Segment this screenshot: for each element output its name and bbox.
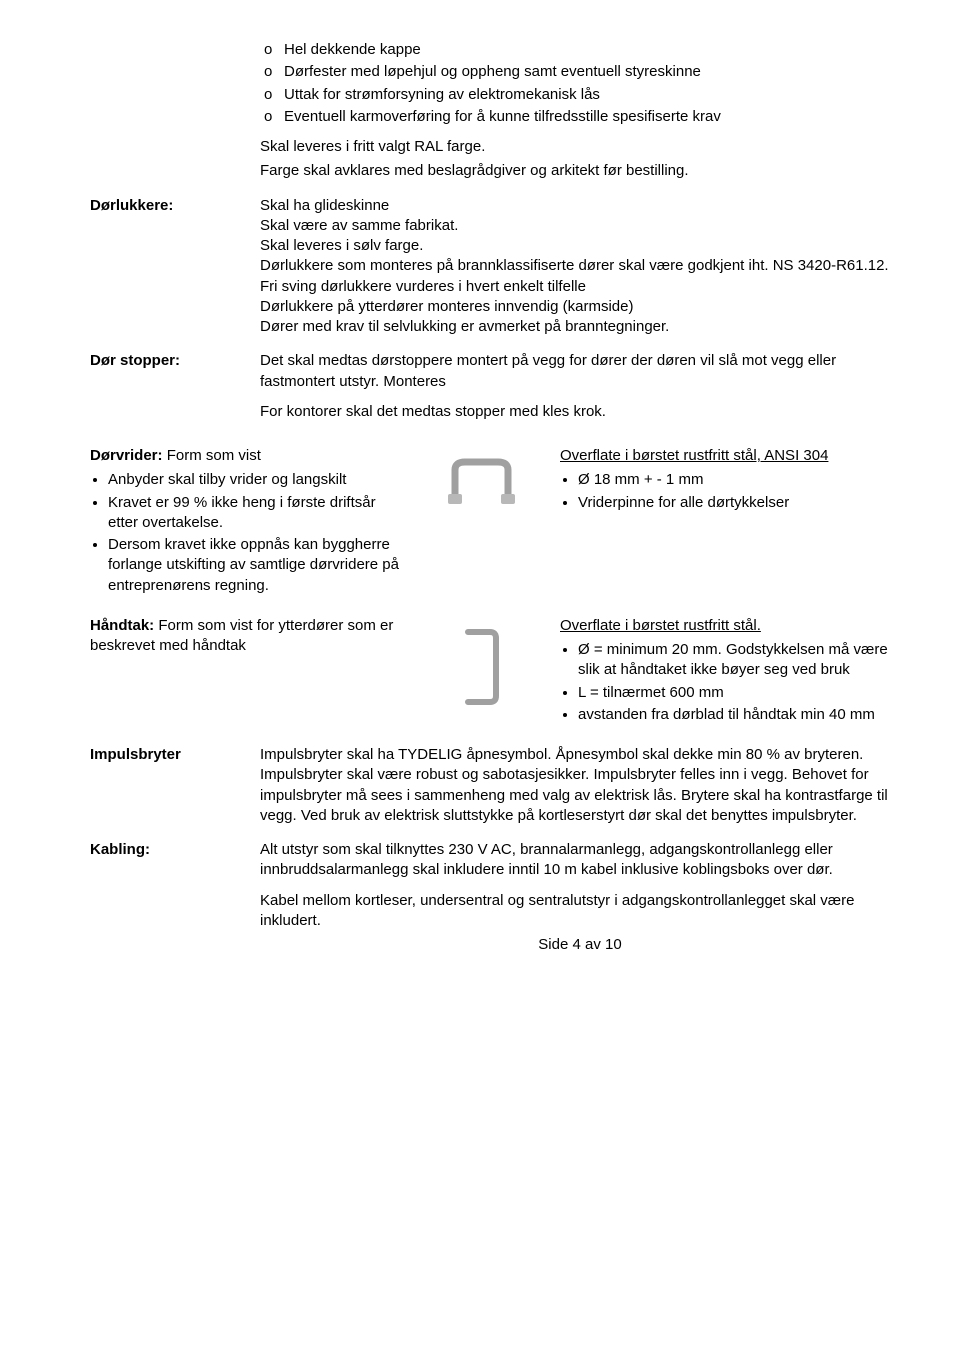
dorvrider-left: Dørvrider: Form som vist Anbyder skal ti… xyxy=(90,446,400,598)
dorlukkere-content: Skal ha glideskinne Skal være av samme f… xyxy=(260,196,900,338)
dorlukkere-block: Dørlukkere: Skal ha glideskinne Skal vær… xyxy=(90,196,900,338)
handtak-block: Håndtak: Form som vist for ytterdører so… xyxy=(90,616,900,727)
dorvrider-title-prefix: Dørvrider: xyxy=(90,447,163,464)
dorlukkere-line: Dørlukkere som monteres på brannklassifi… xyxy=(260,256,900,276)
dorvrider-image xyxy=(420,446,540,598)
handtak-title-prefix: Håndtak: xyxy=(90,617,154,634)
dorlukkere-line: Skal ha glideskinne xyxy=(260,196,900,216)
dorstopper-p2: For kontorer skal det medtas stopper med… xyxy=(260,402,900,422)
top-list-item: Eventuell karmoverføring for å kunne til… xyxy=(260,107,900,127)
dorlukkere-line: Fri sving dørlukkere vurderes i hvert en… xyxy=(260,277,900,297)
dorstopper-content: Det skal medtas dørstoppere montert på v… xyxy=(260,351,900,432)
handtak-right: Overflate i børstet rustfritt stål. Ø = … xyxy=(560,616,900,727)
kabling-block: Kabling: Alt utstyr som skal tilknyttes … xyxy=(90,840,900,955)
top-block: Hel dekkende kappe Dørfester med løpehju… xyxy=(90,40,900,182)
pull-handle-icon xyxy=(450,622,510,712)
impulsbryter-text: Impulsbryter skal ha TYDELIG åpnesymbol.… xyxy=(260,745,900,826)
impulsbryter-block: Impulsbryter Impulsbryter skal ha TYDELI… xyxy=(90,745,900,826)
impulsbryter-label: Impulsbryter xyxy=(90,745,260,826)
top-list-item: Dørfester med løpehjul og oppheng samt e… xyxy=(260,62,900,82)
kabling-content: Alt utstyr som skal tilknyttes 230 V AC,… xyxy=(260,840,900,955)
handtak-left: Håndtak: Form som vist for ytterdører so… xyxy=(90,616,400,727)
dorvrider-right-bullet: Ø 18 mm + - 1 mm xyxy=(578,470,900,490)
handtak-right-title: Overflate i børstet rustfritt stål. xyxy=(560,616,900,636)
dorvrider-bullet: Anbyder skal tilby vrider og langskilt xyxy=(108,470,400,490)
handtak-right-bullet: avstanden fra dørblad til håndtak min 40… xyxy=(578,705,900,725)
top-line-2: Farge skal avklares med beslagrådgiver o… xyxy=(260,161,900,181)
kabling-p1: Alt utstyr som skal tilknyttes 230 V AC,… xyxy=(260,840,900,881)
top-list-item: Uttak for strømforsyning av elektromekan… xyxy=(260,85,900,105)
dorvrider-right-title: Overflate i børstet rustfritt stål, ANSI… xyxy=(560,446,900,466)
empty-label xyxy=(90,40,260,182)
top-line-1: Skal leveres i fritt valgt RAL farge. xyxy=(260,137,900,157)
dorvrider-right-bullet: Vriderpinne for alle dørtykkelser xyxy=(578,493,900,513)
dorvrider-block: Dørvrider: Form som vist Anbyder skal ti… xyxy=(90,446,900,598)
handtak-image xyxy=(420,616,540,727)
dorstopper-p1: Det skal medtas dørstoppere montert på v… xyxy=(260,351,900,392)
kabling-label: Kabling: xyxy=(90,840,260,955)
top-list-item: Hel dekkende kappe xyxy=(260,40,900,60)
door-handle-icon xyxy=(440,452,520,512)
dorlukkere-line: Skal være av samme fabrikat. xyxy=(260,216,900,236)
dorvrider-right: Overflate i børstet rustfritt stål, ANSI… xyxy=(560,446,900,598)
dorlukkere-line: Dører med krav til selvlukking er avmerk… xyxy=(260,317,900,337)
dorvrider-bullet: Kravet er 99 % ikke heng i første drifts… xyxy=(108,493,400,534)
handtak-right-bullet: L = tilnærmet 600 mm xyxy=(578,683,900,703)
top-content: Hel dekkende kappe Dørfester med løpehju… xyxy=(260,40,900,182)
dorvrider-right-bullets: Ø 18 mm + - 1 mm Vriderpinne for alle dø… xyxy=(560,470,900,513)
impulsbryter-content: Impulsbryter skal ha TYDELIG åpnesymbol.… xyxy=(260,745,900,826)
dorlukkere-label: Dørlukkere: xyxy=(90,196,260,338)
dorstopper-label: Dør stopper: xyxy=(90,351,260,432)
handtak-right-bullets: Ø = minimum 20 mm. Godstykkelsen må være… xyxy=(560,640,900,725)
dorvrider-title-rest: Form som vist xyxy=(163,447,261,464)
dorstopper-block: Dør stopper: Det skal medtas dørstoppere… xyxy=(90,351,900,432)
dorvrider-title: Dørvrider: Form som vist xyxy=(90,446,400,466)
kabling-p2: Kabel mellom kortleser, undersentral og … xyxy=(260,891,900,932)
dorvrider-bullet: Dersom kravet ikke oppnås kan byggherre … xyxy=(108,535,400,596)
dorlukkere-line: Skal leveres i sølv farge. xyxy=(260,236,900,256)
top-list: Hel dekkende kappe Dørfester med løpehju… xyxy=(260,40,900,127)
dorvrider-bullets: Anbyder skal tilby vrider og langskilt K… xyxy=(90,470,400,596)
dorlukkere-line: Dørlukkere på ytterdører monteres innven… xyxy=(260,297,900,317)
handtak-right-bullet: Ø = minimum 20 mm. Godstykkelsen må være… xyxy=(578,640,900,681)
page-footer: Side 4 av 10 xyxy=(260,935,900,955)
